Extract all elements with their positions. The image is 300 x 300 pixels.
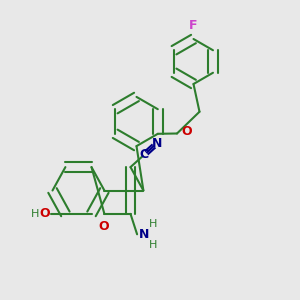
Text: H: H <box>149 219 158 229</box>
Text: N: N <box>152 137 162 150</box>
Text: O: O <box>182 124 192 138</box>
Text: H: H <box>149 240 158 250</box>
Text: H: H <box>31 209 39 219</box>
Text: O: O <box>98 220 109 233</box>
Text: N: N <box>139 228 150 241</box>
Text: O: O <box>39 207 50 220</box>
Text: C: C <box>140 148 149 161</box>
Text: F: F <box>189 20 198 32</box>
